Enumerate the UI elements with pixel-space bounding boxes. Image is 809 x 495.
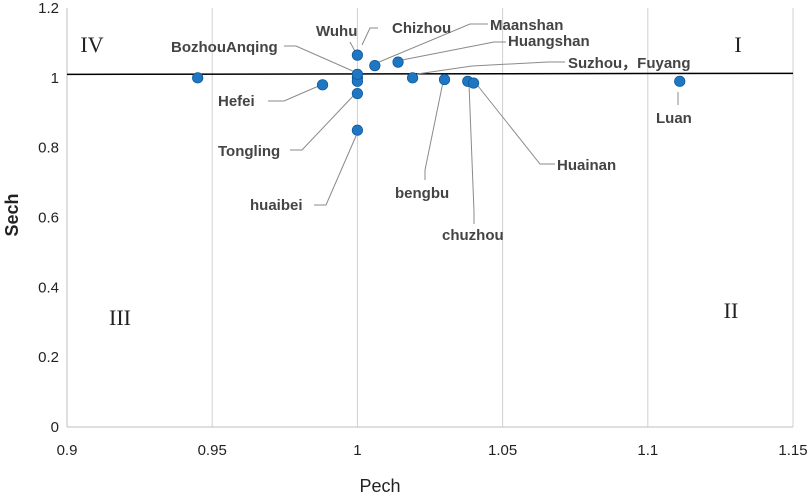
data-point [351,49,363,61]
x-axis-title: Pech [359,476,400,495]
point-label: Hefei [218,93,255,110]
data-point [406,72,419,84]
point-label: huaibei [250,197,303,214]
point-label: bengbu [395,185,449,202]
leader-line [314,135,357,206]
data-point [351,68,363,80]
reference-line-layer [66,72,794,76]
leader-line [468,83,475,224]
point-label: Luan [656,110,692,127]
leader-line [268,84,322,102]
y-tick-label: 0.2 [38,349,59,366]
quadrant-label: II [724,298,739,323]
point-label: Suzhou，Fuyang [568,55,691,72]
x-tick-label: 1 [353,442,361,459]
y-tick-label: 0 [51,419,59,436]
point-label: Anqing [226,39,278,56]
leader-line-layer [268,23,679,224]
quadrant-label: I [734,32,741,57]
x-tick-label: 0.9 [57,442,78,459]
x-tick-label: 1.05 [488,442,517,459]
data-point [438,73,451,86]
data-point [674,75,686,87]
y-tick-label: 0.4 [38,279,59,296]
point-label: Bozhou [171,39,226,56]
data-point [192,72,204,84]
data-point-layer [192,49,686,136]
data-point [392,56,404,68]
leader-line [284,45,356,73]
data-point [316,79,329,91]
data-point [467,77,480,89]
reference-line [66,72,794,76]
quadrant-label: III [109,305,131,330]
y-tick-label: 0.6 [38,210,59,227]
y-tick-label: 0.8 [38,140,59,157]
data-point [369,60,381,72]
leader-line [378,23,488,63]
grid-layer [211,8,794,427]
leader-line [424,81,444,180]
point-label: Chizhou [392,20,451,37]
y-tick-label: 1 [51,70,59,87]
y-axis-title: Sech [2,193,22,236]
point-label: Wuhu [316,23,357,40]
leader-line [416,61,565,75]
leader-line [361,27,378,46]
data-point [351,124,363,136]
point-label: Huangshan [508,33,590,50]
x-tick-label: 1.15 [778,442,807,459]
leader-line [401,41,506,61]
point-label: Huainan [557,157,616,174]
quadrant-label: IV [80,32,103,57]
point-label: Maanshan [490,17,563,34]
point-label: chuzhou [442,227,504,244]
data-point [351,87,363,100]
leader-line [290,93,356,151]
point-label: Tongling [218,143,280,160]
leader-line [477,85,555,165]
point-label-layer: Bozhou Anqing Wuhu Chizhou MaanshanHuangshan… [171,17,692,244]
y-tick-label: 1.2 [38,0,59,17]
x-tick-label: 1.1 [637,442,658,459]
x-tick-label: 0.95 [198,442,227,459]
